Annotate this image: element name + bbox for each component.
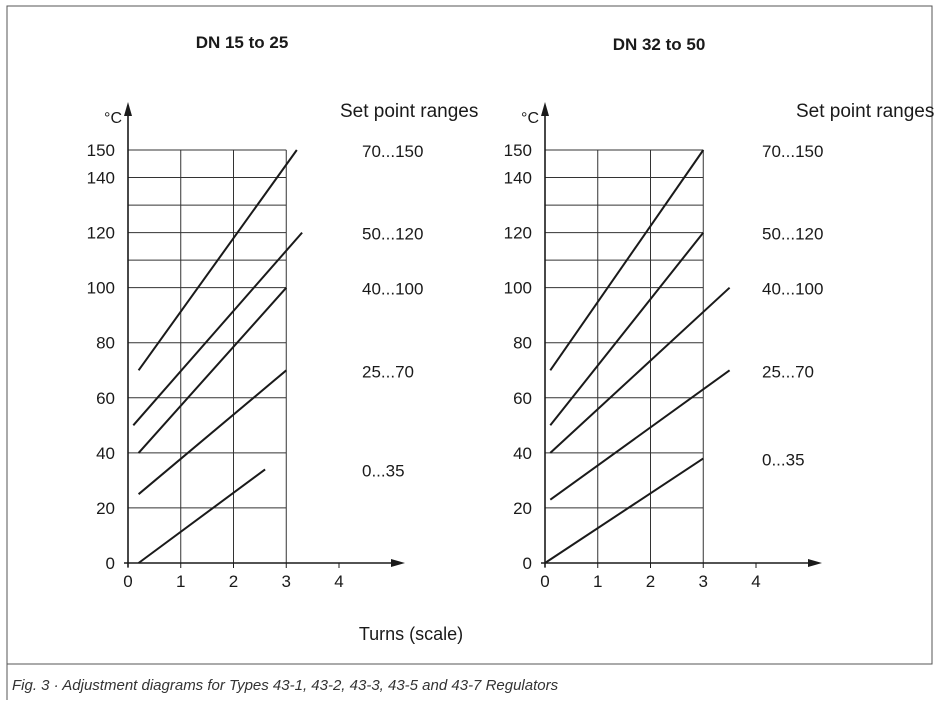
c0-y-tick-label: 150 bbox=[87, 141, 115, 160]
c1-y-tick-label: 0 bbox=[523, 554, 532, 573]
c0-x-tick-label: 1 bbox=[176, 572, 185, 591]
c1-x-tick-label: 4 bbox=[751, 572, 760, 591]
c0-x-tick-label: 3 bbox=[282, 572, 291, 591]
c1-y-axis-arrow bbox=[541, 102, 549, 116]
c1-y-tick-label: 80 bbox=[513, 334, 532, 353]
c1-range-label: 70...150 bbox=[762, 142, 823, 161]
c1-y-tick-label: 60 bbox=[513, 389, 532, 408]
c1-y-axis-unit: °C bbox=[521, 110, 539, 127]
c0-series-line bbox=[138, 468, 266, 564]
c0-set-point-ranges-title: Set point ranges bbox=[340, 101, 478, 122]
c0-series-line bbox=[137, 369, 287, 495]
c1-y-tick-label: 120 bbox=[504, 224, 532, 243]
c0-y-tick-label: 120 bbox=[87, 224, 115, 243]
c1-set-point-ranges-title: Set point ranges bbox=[796, 101, 934, 122]
c1-x-tick-label: 0 bbox=[540, 572, 549, 591]
figure-caption: Fig. 3 · Adjustment diagrams for Types 4… bbox=[12, 677, 559, 694]
c0-range-label: 40...100 bbox=[362, 280, 423, 299]
c0-y-tick-label: 40 bbox=[96, 444, 115, 463]
c1-range-label: 40...100 bbox=[762, 280, 823, 299]
c1-series-line bbox=[549, 231, 705, 426]
c1-y-tick-label: 100 bbox=[504, 279, 532, 298]
c0-series-line bbox=[132, 231, 303, 426]
c1-y-tick-label: 40 bbox=[513, 444, 532, 463]
c1-x-tick-label: 3 bbox=[699, 572, 708, 591]
c0-series-line bbox=[137, 149, 298, 371]
c0-y-tick-label: 20 bbox=[96, 499, 115, 518]
c0-x-tick-label: 0 bbox=[123, 572, 132, 591]
c0-y-tick-label: 0 bbox=[106, 554, 115, 573]
c1-y-tick-label: 150 bbox=[504, 141, 532, 160]
c1-range-label: 0...35 bbox=[762, 450, 805, 469]
c0-y-axis-arrow bbox=[124, 102, 132, 116]
c0-series-line bbox=[137, 287, 288, 454]
c0-x-tick-label: 4 bbox=[334, 572, 343, 591]
c1-chart-title: DN 32 to 50 bbox=[613, 35, 706, 54]
c0-x-tick-label: 2 bbox=[229, 572, 238, 591]
c0-y-tick-label: 140 bbox=[87, 169, 115, 188]
x-axis-caption: Turns (scale) bbox=[359, 624, 463, 644]
figure-frame bbox=[6, 5, 933, 665]
c1-x-axis-arrow bbox=[808, 559, 822, 567]
c0-range-label: 50...120 bbox=[362, 225, 423, 244]
c1-y-tick-label: 140 bbox=[504, 169, 532, 188]
c0-y-tick-label: 60 bbox=[96, 389, 115, 408]
c0-y-tick-label: 100 bbox=[87, 279, 115, 298]
c1-x-tick-label: 2 bbox=[646, 572, 655, 591]
c1-range-label: 25...70 bbox=[762, 362, 814, 381]
c0-chart-title: DN 15 to 25 bbox=[196, 33, 289, 52]
c0-range-label: 25...70 bbox=[362, 362, 414, 381]
c1-range-label: 50...120 bbox=[762, 225, 823, 244]
c0-y-tick-label: 80 bbox=[96, 334, 115, 353]
c1-series-line bbox=[549, 286, 731, 454]
c1-x-tick-label: 1 bbox=[593, 572, 602, 591]
c0-x-axis-arrow bbox=[391, 559, 405, 567]
c0-range-label: 70...150 bbox=[362, 142, 423, 161]
c1-series-line bbox=[549, 149, 705, 371]
c0-y-axis-unit: °C bbox=[104, 110, 122, 127]
c0-range-label: 0...35 bbox=[362, 461, 405, 480]
c1-series-line bbox=[544, 457, 704, 564]
c1-y-tick-label: 20 bbox=[513, 499, 532, 518]
c1-series-line bbox=[549, 369, 731, 501]
